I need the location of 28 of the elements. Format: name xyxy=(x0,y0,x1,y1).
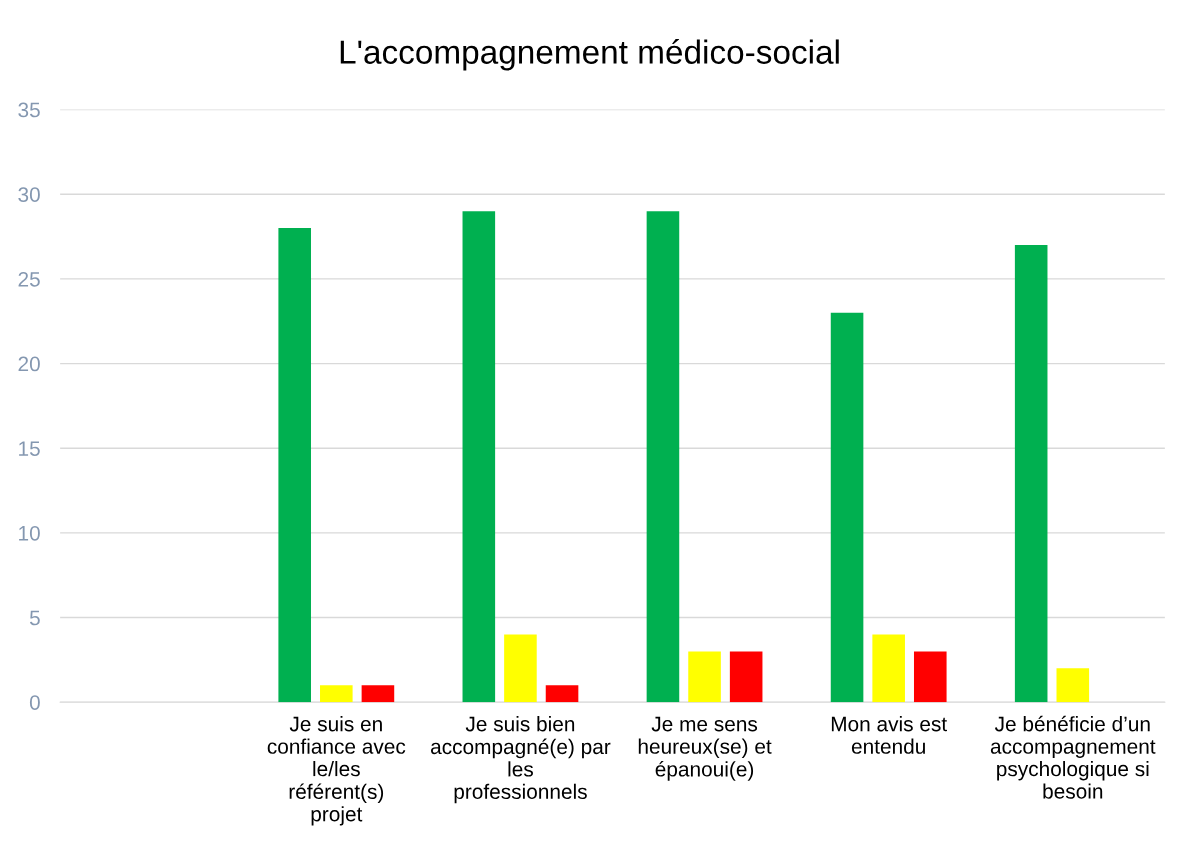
bar xyxy=(504,634,537,703)
bar xyxy=(462,211,496,703)
bar xyxy=(729,651,763,703)
y-tick-label: 25 xyxy=(18,271,40,287)
x-tick-label: Mon avis est entendu xyxy=(831,716,947,754)
y-tick-label: 0 xyxy=(29,695,40,710)
y-tick-label: 30 xyxy=(18,187,40,203)
bar xyxy=(320,685,353,703)
bar xyxy=(913,651,947,703)
y-tick-label: 10 xyxy=(19,525,40,541)
bar xyxy=(646,211,680,703)
x-tick-label: Je me sens heureux(se) et épanoui(e) xyxy=(638,716,772,781)
x-tick-label: Je suis en confiance avec le/les référent(s) projet xyxy=(267,716,406,826)
x-tick-label: Je suis bien accompagné(e) par les professionnels xyxy=(431,716,611,804)
y-tick-label: 35 xyxy=(18,102,40,118)
bar xyxy=(1056,668,1090,703)
bar xyxy=(872,634,905,703)
bar xyxy=(361,685,395,703)
bar xyxy=(830,312,864,703)
y-tick-label: 15 xyxy=(19,441,40,456)
bar xyxy=(688,651,721,703)
y-tick-label: 20 xyxy=(18,356,40,372)
bar xyxy=(1014,245,1048,703)
bar xyxy=(545,685,579,703)
chart-title: L'accompagnement médico-social xyxy=(340,39,839,71)
y-tick-label: 5 xyxy=(29,610,40,626)
bar xyxy=(278,228,311,703)
x-tick-label: Je bénéficie d’un accompagnement psychologique si besoin xyxy=(990,715,1156,799)
